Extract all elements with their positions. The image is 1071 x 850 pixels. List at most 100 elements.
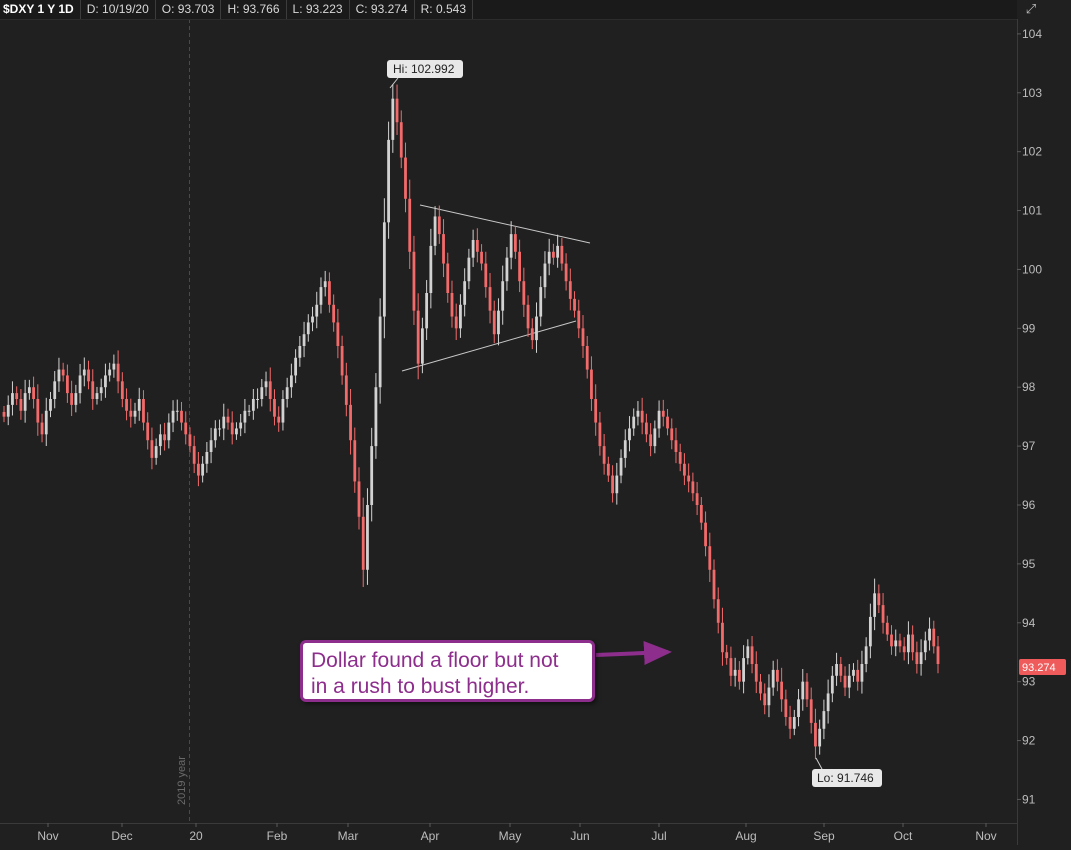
candle-body — [378, 316, 382, 388]
candle-body — [661, 410, 665, 417]
candle-body — [366, 505, 369, 570]
candle-body — [666, 416, 669, 429]
candle-body — [543, 263, 547, 288]
y-tick-label: 99 — [1022, 321, 1036, 335]
candle-body — [708, 546, 712, 570]
candle-body — [644, 422, 648, 435]
header-bar: $DXY 1 Y 1D D: 10/19/20 O: 93.703 H: 93.… — [0, 0, 1017, 20]
candle-body — [598, 422, 602, 447]
candle-body — [835, 664, 838, 676]
candle-body — [340, 346, 344, 376]
candle-body — [353, 440, 357, 482]
candle-body — [95, 393, 99, 399]
candle-body — [573, 298, 576, 311]
candle-body — [154, 446, 158, 458]
candle-body — [767, 687, 771, 706]
candle-body — [247, 410, 251, 412]
candle-body — [213, 428, 217, 441]
candle-body — [391, 98, 395, 140]
candle-body — [192, 446, 196, 464]
candle-body — [843, 675, 847, 688]
candle-body — [471, 240, 475, 258]
candle-body — [108, 369, 112, 376]
candle-body — [902, 646, 906, 653]
candle-body — [936, 646, 940, 664]
candle-body — [467, 257, 471, 282]
candle-body — [328, 281, 331, 305]
candle-body — [594, 399, 598, 423]
candle-body — [539, 287, 543, 317]
candle-body — [442, 234, 445, 264]
candle-body — [822, 711, 826, 729]
candle-body — [568, 281, 572, 299]
candle-body — [209, 440, 213, 452]
x-axis: Nov Dec 20 Feb Mar Apr May Jun Jul Aug Sep Oct Nov — [37, 823, 997, 843]
candle-body — [894, 640, 898, 647]
candle-body — [522, 281, 526, 305]
symbol-label[interactable]: $DXY 1 Y 1D — [0, 0, 81, 19]
range-readout: R: 0.543 — [415, 0, 473, 19]
candle-body — [446, 263, 450, 293]
candle-body — [19, 399, 23, 411]
candle-body — [15, 393, 19, 399]
candle-body — [590, 369, 593, 399]
candle-body — [294, 357, 298, 376]
candle-body — [40, 422, 44, 435]
candle-body — [57, 369, 61, 382]
candle-body — [82, 369, 86, 376]
candle-body — [898, 640, 902, 647]
candles-group — [2, 84, 940, 760]
candle-body — [636, 410, 640, 417]
year-divider-label: 2019 year — [176, 756, 188, 805]
last-price-label: 93.274 — [1022, 662, 1056, 674]
candle-body — [928, 628, 931, 641]
high-marker-pointer — [389, 77, 399, 89]
candle-body — [433, 216, 437, 246]
candle-body — [298, 346, 302, 358]
candle-body — [302, 334, 306, 346]
candle-body — [792, 717, 796, 729]
candle-body — [133, 410, 137, 417]
candle-body — [44, 410, 48, 435]
candle-body — [881, 605, 885, 623]
candle-body — [805, 681, 809, 700]
candle-body — [120, 381, 124, 399]
candle-body — [776, 669, 779, 682]
candle-body — [167, 422, 171, 441]
candle-body — [218, 428, 221, 430]
y-tick-label: 100 — [1022, 262, 1042, 276]
candle-body — [6, 404, 10, 417]
candle-body — [323, 281, 327, 288]
candle-body — [674, 440, 678, 452]
candle-body — [70, 393, 74, 405]
candle-body — [425, 293, 429, 329]
candle-body — [230, 422, 234, 435]
candle-body — [780, 681, 784, 700]
candle-body — [91, 381, 95, 399]
candle-body — [932, 628, 936, 647]
candle-body — [733, 669, 737, 676]
candle-body — [771, 669, 775, 688]
candle-body — [285, 387, 289, 399]
candle-body — [911, 634, 915, 653]
y-tick-label: 97 — [1022, 439, 1036, 453]
candle-body — [437, 216, 441, 235]
candle-body — [226, 416, 230, 423]
candle-body — [104, 375, 107, 388]
candle-body — [277, 416, 281, 423]
expand-icon[interactable]: ⤢ — [1025, 1, 1037, 16]
candle-body — [581, 328, 585, 346]
candle-body — [65, 375, 69, 394]
candle-body — [923, 640, 927, 653]
candle-body — [260, 387, 264, 399]
annotation-callout: Dollar found a floor but not in a rush t… — [300, 640, 595, 702]
candle-body — [915, 652, 919, 664]
candle-body — [387, 139, 390, 223]
candle-body — [907, 634, 910, 653]
candle-body — [416, 310, 420, 364]
candle-body — [619, 457, 623, 476]
candle-body — [560, 245, 564, 264]
candle-body — [670, 428, 674, 441]
candle-body — [699, 505, 703, 523]
candle-body — [678, 452, 682, 464]
